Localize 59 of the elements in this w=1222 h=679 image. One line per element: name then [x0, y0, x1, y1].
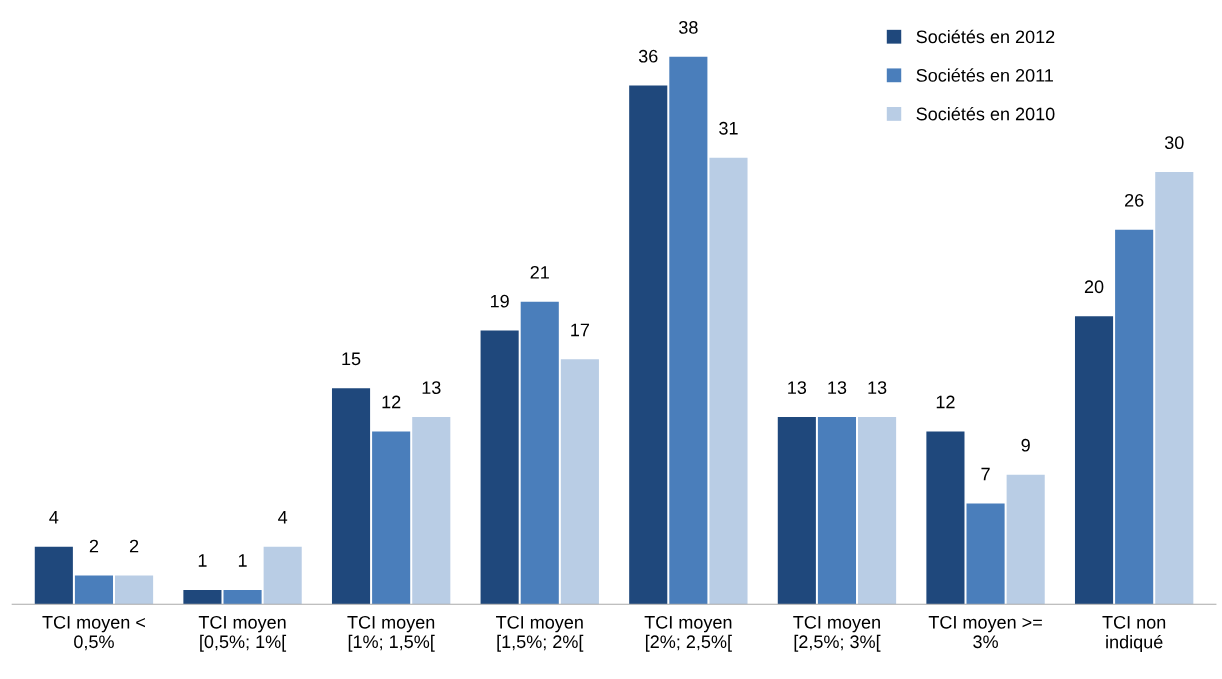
- bar: [223, 589, 262, 605]
- data-label: 31: [719, 121, 738, 135]
- data-label: 2: [129, 539, 139, 553]
- bar: [926, 431, 965, 605]
- bar: [331, 388, 371, 605]
- data-label: 21: [530, 265, 549, 279]
- bar: [480, 330, 519, 605]
- x-tick-label: TCI moyen [2,5%; 3%[: [793, 615, 881, 652]
- data-label: 13: [788, 381, 807, 394]
- data-label: 2: [89, 539, 99, 553]
- bar: [183, 589, 222, 605]
- data-label: 13: [868, 381, 887, 394]
- bar: [629, 85, 668, 605]
- data-label: 7: [981, 467, 990, 481]
- data-label: 1: [238, 554, 247, 567]
- data-label: 36: [638, 49, 658, 63]
- bar: [34, 546, 73, 605]
- bar: [1115, 229, 1154, 605]
- bar: [777, 417, 816, 605]
- x-tick-label: TCI moyen [1,5%; 2%[: [496, 615, 584, 652]
- bar: [1074, 316, 1114, 605]
- x-tick-label: TCI moyen >= 3%: [928, 615, 1042, 649]
- data-label: 20: [1084, 280, 1104, 294]
- bar: [1006, 474, 1045, 605]
- bar: [858, 417, 897, 605]
- data-label: 17: [571, 323, 590, 337]
- data-label: 4: [278, 511, 288, 524]
- data-label: 38: [679, 21, 698, 34]
- bar: [372, 431, 411, 605]
- bar: [520, 301, 559, 605]
- data-label: 13: [828, 381, 847, 394]
- bar: [669, 56, 708, 605]
- bar: [966, 503, 1005, 605]
- data-label: 30: [1164, 136, 1184, 150]
- bar: [74, 575, 114, 605]
- data-label: 12: [382, 395, 401, 409]
- bar: [817, 417, 857, 605]
- x-tick-label: TCI non indiqué: [1102, 615, 1166, 652]
- bar: [115, 575, 154, 605]
- data-label: 4: [49, 511, 59, 524]
- bar: [412, 417, 451, 605]
- x-tick-label: TCI moyen [2%; 2,5%[: [644, 615, 732, 652]
- bar: [263, 546, 302, 605]
- data-label: 19: [490, 294, 509, 308]
- x-tick-label: TCI moyen < 0,5%: [42, 615, 145, 651]
- data-label: 13: [422, 381, 441, 394]
- x-tick-label: TCI moyen [1%; 1,5%[: [347, 615, 435, 652]
- legend-label: Sociétés en 2011: [916, 68, 1053, 82]
- data-label: 9: [1021, 438, 1030, 452]
- data-label: 12: [936, 395, 955, 409]
- data-label: 26: [1125, 193, 1144, 207]
- legend-label: Sociétés en 2010: [916, 106, 1055, 121]
- data-label: 1: [198, 554, 207, 567]
- bar: [709, 157, 748, 605]
- x-tick-label: TCI moyen [0,5%; 1%[: [198, 615, 287, 652]
- bar: [1155, 172, 1194, 605]
- legend-label: Sociétés en 2012: [916, 29, 1055, 44]
- data-label: 15: [342, 352, 361, 366]
- bar: [560, 359, 599, 605]
